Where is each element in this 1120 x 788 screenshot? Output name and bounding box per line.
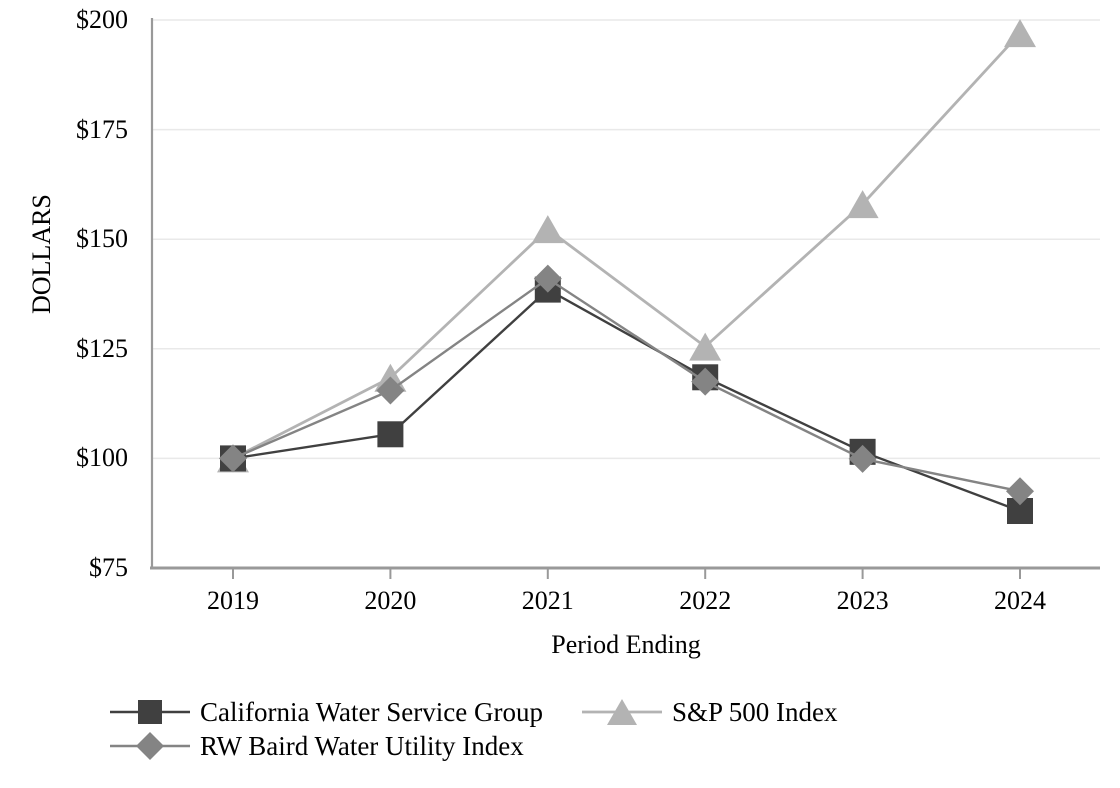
square-marker	[377, 421, 404, 448]
square-legend-marker-icon	[110, 700, 190, 724]
y-tick-label: $125	[76, 333, 128, 363]
y-axis-title: DOLLARS	[27, 194, 56, 314]
legend-item-square: California Water Service Group	[108, 695, 580, 729]
triangle-marker	[689, 332, 722, 361]
diamond-marker	[219, 444, 247, 473]
x-tick-label: 2023	[836, 586, 889, 615]
legend-item-triangle: S&P 500 Index	[580, 695, 838, 729]
diamond-marker	[376, 376, 405, 405]
triangle-legend-marker-icon	[582, 699, 662, 725]
series-line-square	[232, 288, 1021, 513]
y-tick-label: $200	[76, 5, 128, 34]
chart-legend: California Water Service Group RW Baird W…	[108, 695, 838, 763]
series-line-triangle	[232, 32, 1022, 460]
diamond-marker	[848, 444, 877, 473]
legend-label: RW Baird Water Utility Index	[200, 731, 524, 761]
diamond-marker	[533, 264, 562, 293]
x-tick-label: 2022	[679, 586, 732, 615]
triangle-marker	[531, 215, 564, 244]
triangle-marker	[1004, 19, 1036, 48]
x-tick-label: 2020	[364, 586, 417, 615]
y-tick-label: $150	[76, 224, 128, 254]
y-tick-label: $75	[89, 553, 128, 582]
x-tick-label: 2019	[207, 586, 259, 615]
y-tick-label: $100	[76, 443, 128, 473]
legend-label: California Water Service Group	[200, 697, 543, 727]
diamond-legend-marker-icon	[110, 732, 190, 760]
x-tick-label: 2024	[994, 586, 1046, 615]
x-tick-label: 2021	[521, 586, 574, 615]
legend-label: S&P 500 Index	[672, 697, 838, 727]
diamond-marker	[1006, 477, 1034, 506]
diamond-marker	[691, 367, 720, 396]
triangle-marker	[846, 190, 879, 219]
y-tick-label: $175	[76, 114, 128, 144]
legend-item-diamond: RW Baird Water Utility Index	[108, 729, 580, 763]
series-line-diamond	[232, 277, 1021, 493]
x-axis-title: Period Ending	[551, 630, 701, 659]
